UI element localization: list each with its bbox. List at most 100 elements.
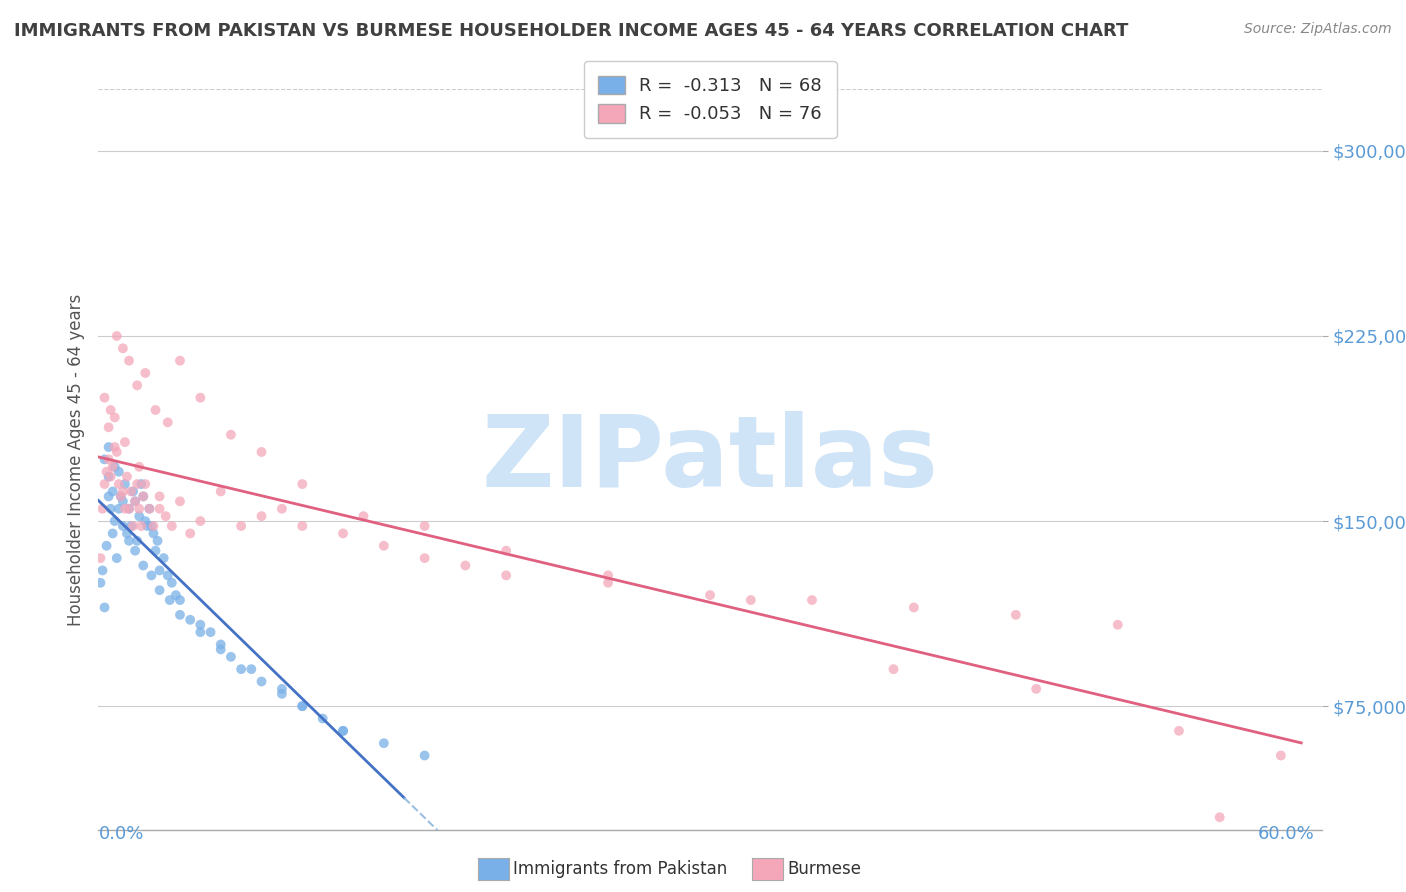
Point: [127, 533, 149, 548]
Point: [111, 342, 134, 356]
Point: [332, 526, 354, 541]
Point: [132, 489, 155, 503]
Point: [598, 575, 620, 590]
Point: [801, 593, 824, 607]
Point: [160, 519, 183, 533]
Point: [1107, 617, 1129, 632]
Point: [165, 588, 187, 602]
Point: [250, 445, 273, 459]
Point: [188, 617, 212, 632]
Point: [108, 477, 131, 491]
Point: [104, 459, 127, 474]
Point: [699, 588, 721, 602]
Point: [159, 593, 181, 607]
Point: [114, 477, 136, 491]
Point: [93, 477, 115, 491]
Point: [740, 593, 762, 607]
Point: [115, 469, 138, 483]
Point: [91, 564, 114, 578]
Text: ZIPatlas: ZIPatlas: [482, 411, 938, 508]
Point: [155, 509, 177, 524]
Point: [122, 519, 145, 533]
Point: [291, 699, 314, 714]
Text: Source: ZipAtlas.com: Source: ZipAtlas.com: [1244, 22, 1392, 37]
Point: [291, 519, 314, 533]
Point: [97, 469, 120, 483]
Text: Immigrants from Pakistan: Immigrants from Pakistan: [513, 860, 727, 878]
Point: [149, 501, 172, 516]
Point: [332, 723, 354, 738]
Point: [105, 445, 128, 459]
Point: [883, 662, 905, 676]
Point: [97, 440, 120, 454]
Point: [132, 489, 155, 503]
Point: [250, 509, 273, 524]
Point: [118, 501, 141, 516]
Point: [209, 637, 232, 651]
Point: [169, 494, 191, 508]
Point: [598, 568, 620, 582]
Point: [1270, 748, 1292, 763]
Point: [89, 575, 111, 590]
Text: Burmese: Burmese: [787, 860, 862, 878]
Point: [118, 533, 141, 548]
Y-axis label: Householder Income Ages 45 - 64 years: Householder Income Ages 45 - 64 years: [66, 293, 84, 625]
Point: [312, 712, 335, 726]
Point: [146, 533, 169, 548]
Point: [250, 674, 273, 689]
Point: [128, 501, 150, 516]
Point: [127, 378, 149, 392]
Point: [124, 494, 146, 508]
Point: [93, 600, 115, 615]
Point: [111, 484, 134, 499]
Point: [231, 519, 253, 533]
Point: [156, 415, 179, 429]
Point: [97, 489, 120, 503]
Text: 0.0%: 0.0%: [98, 825, 143, 843]
Point: [495, 568, 517, 582]
Point: [352, 509, 374, 524]
Point: [1025, 681, 1047, 696]
Text: IMMIGRANTS FROM PAKISTAN VS BURMESE HOUSEHOLDER INCOME AGES 45 - 64 YEARS CORREL: IMMIGRANTS FROM PAKISTAN VS BURMESE HOUS…: [14, 22, 1129, 40]
Point: [152, 551, 174, 566]
Point: [179, 526, 201, 541]
Point: [124, 543, 146, 558]
Point: [127, 477, 149, 491]
Point: [97, 452, 120, 467]
Point: [101, 484, 124, 499]
Point: [1004, 607, 1026, 622]
Point: [270, 681, 294, 696]
Point: [118, 353, 141, 368]
Point: [291, 699, 314, 714]
Point: [495, 543, 517, 558]
Point: [332, 723, 354, 738]
Point: [115, 526, 138, 541]
Point: [169, 593, 191, 607]
Point: [141, 568, 163, 582]
Point: [179, 613, 201, 627]
Point: [413, 551, 436, 566]
Point: [128, 509, 150, 524]
Point: [129, 519, 152, 533]
Point: [136, 519, 159, 533]
Point: [145, 403, 167, 417]
Point: [142, 526, 165, 541]
Point: [142, 519, 165, 533]
Text: 60.0%: 60.0%: [1258, 825, 1315, 843]
Point: [96, 465, 118, 479]
Point: [93, 391, 115, 405]
Point: [100, 501, 122, 516]
Point: [138, 501, 160, 516]
Point: [120, 519, 142, 533]
Point: [100, 469, 122, 483]
Point: [91, 501, 114, 516]
Point: [104, 514, 127, 528]
Point: [903, 600, 925, 615]
Point: [134, 477, 156, 491]
Point: [149, 583, 172, 598]
Point: [231, 662, 253, 676]
Point: [149, 564, 172, 578]
Point: [291, 477, 314, 491]
Point: [105, 329, 128, 343]
Point: [114, 501, 136, 516]
